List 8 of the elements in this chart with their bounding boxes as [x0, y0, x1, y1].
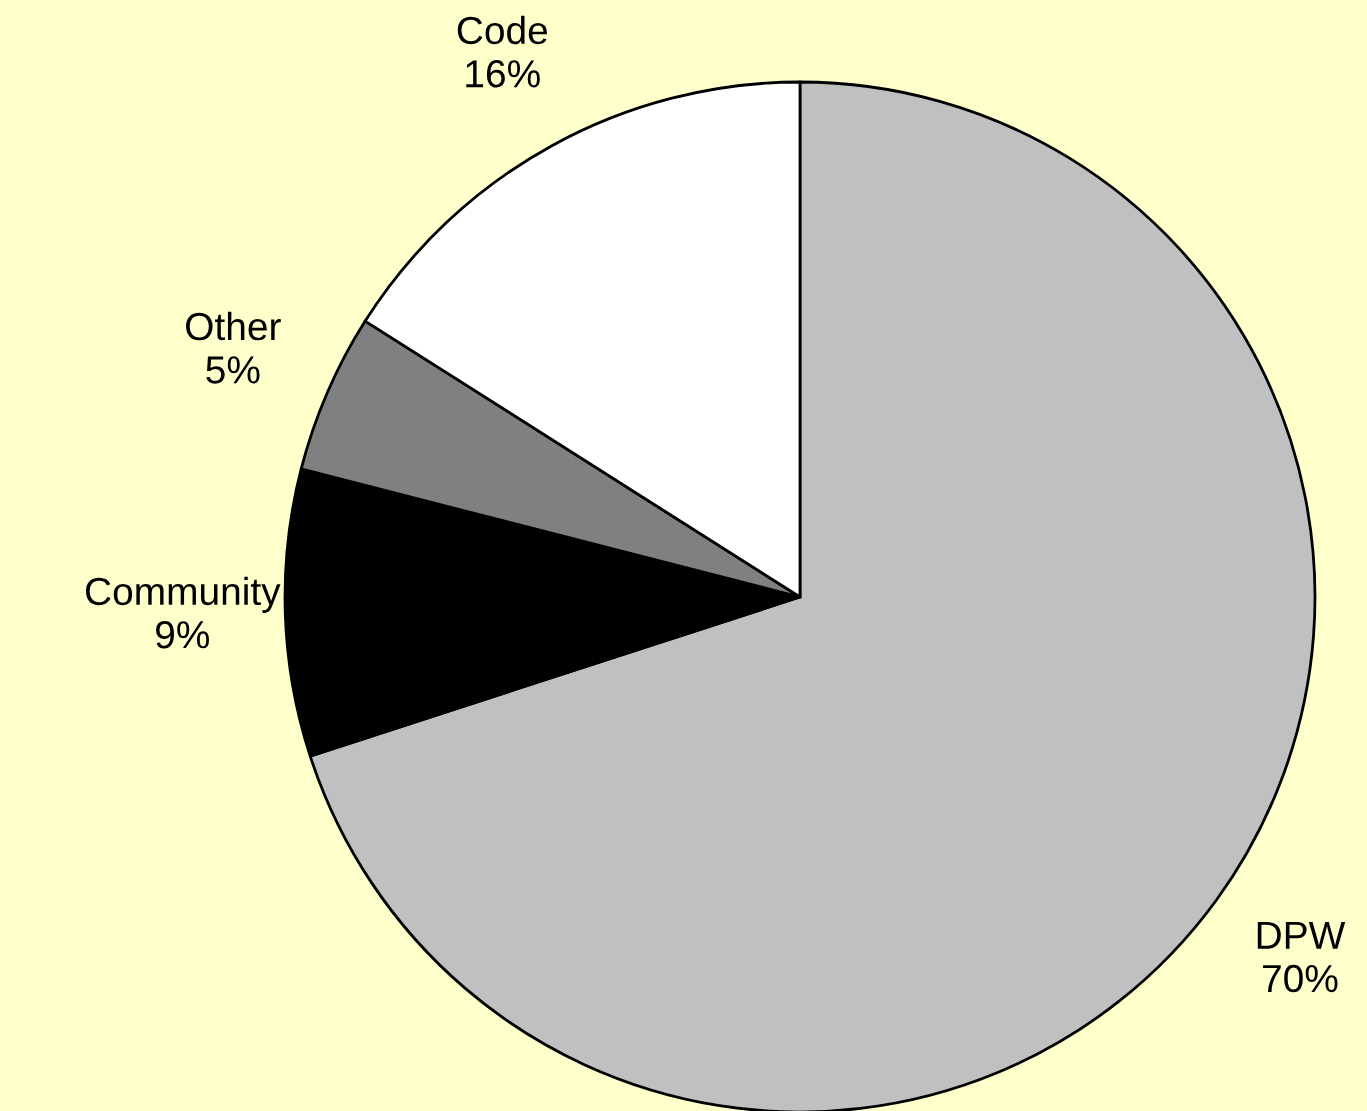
data-label: 70% [1263, 964, 1338, 993]
slice-label: Code [457, 15, 548, 45]
data-label: 5% [206, 356, 260, 384]
slice-label: Community [85, 576, 281, 613]
slice-label: DPW [1257, 921, 1346, 949]
data-label: 16% [466, 59, 540, 88]
data-label: 9% [156, 620, 210, 649]
slice-label: Other [186, 311, 281, 341]
